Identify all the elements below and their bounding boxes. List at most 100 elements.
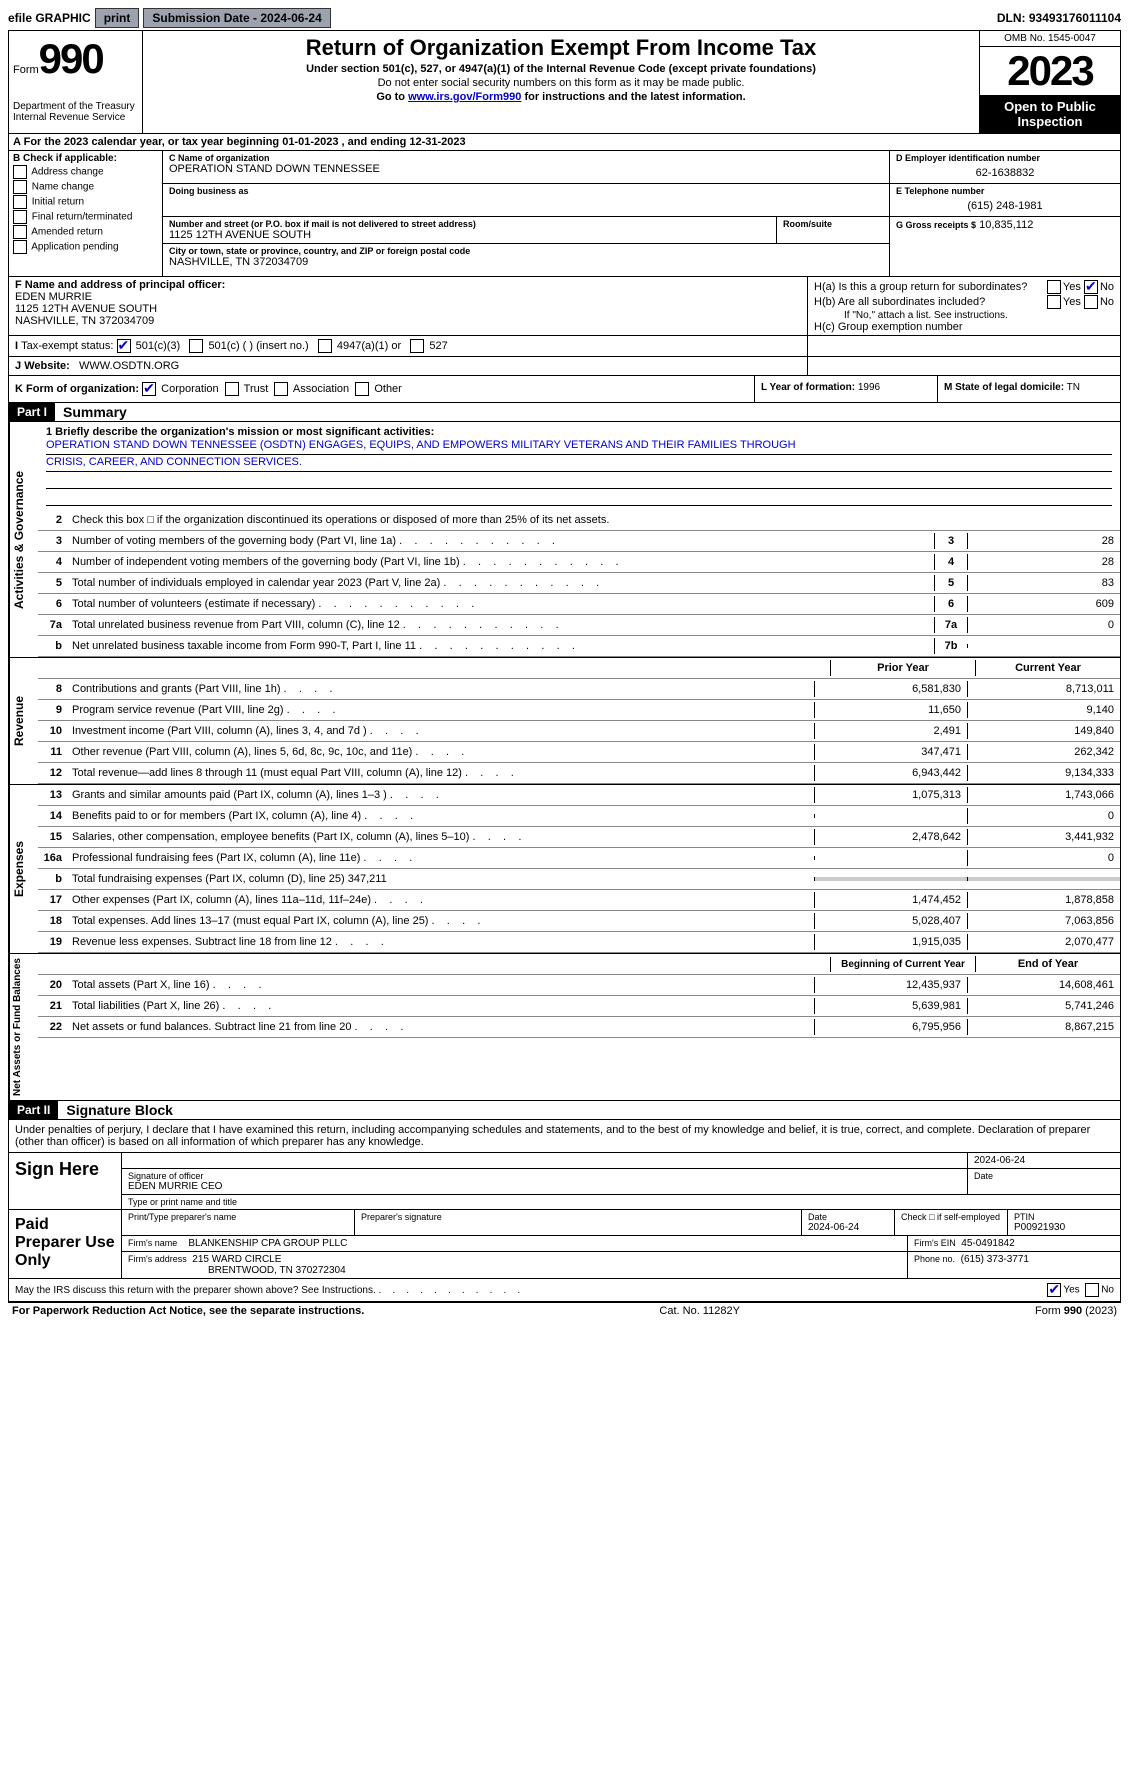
ptin-val: P00921930 (1014, 1222, 1114, 1233)
summary-line: 10Investment income (Part VIII, column (… (38, 721, 1120, 742)
summary-line: 5Total number of individuals employed in… (38, 573, 1120, 594)
firm-ein: 45-0491842 (961, 1238, 1014, 1249)
col-f: F Name and address of principal officer:… (9, 277, 808, 335)
hb-lbl: H(b) Are all subordinates included? (814, 296, 985, 308)
firm-name-lbl: Firm's name (128, 1238, 177, 1248)
part2-title: Signature Block (58, 1102, 173, 1118)
summary-line: 4Number of independent voting members of… (38, 552, 1120, 573)
opt-initial-return[interactable]: Initial return (13, 195, 158, 209)
exp-section: Expenses 13Grants and similar amounts pa… (8, 785, 1121, 954)
hb-no[interactable] (1084, 295, 1098, 309)
footer-right: Form 990 (2023) (1035, 1305, 1117, 1317)
rev-tab: Revenue (9, 658, 38, 784)
irs-link[interactable]: www.irs.gov/Form990 (408, 91, 521, 103)
l-val: 1996 (858, 382, 880, 393)
summary-line: 19Revenue less expenses. Subtract line 1… (38, 932, 1120, 953)
prep-sig-lbl: Preparer's signature (355, 1210, 802, 1235)
d-ein-lbl: D Employer identification number (896, 153, 1114, 163)
goto-post: for instructions and the latest informat… (521, 91, 745, 103)
paid-prep-lbl: Paid Preparer Use Only (9, 1210, 122, 1278)
k-assoc[interactable] (274, 382, 288, 396)
form-number: 990 (39, 35, 103, 82)
sig-officer: EDEN MURRIE CEO (128, 1181, 961, 1192)
firm-phone: (615) 373-3771 (961, 1254, 1029, 1265)
submission-date-button[interactable]: Submission Date - 2024-06-24 (143, 8, 330, 28)
opt-name-change[interactable]: Name change (13, 180, 158, 194)
k-lbl: K Form of organization: (15, 383, 139, 395)
mission-lbl: 1 Briefly describe the organization's mi… (46, 426, 434, 438)
ag-tab: Activities & Governance (9, 422, 38, 657)
opt-amended-return[interactable]: Amended return (13, 225, 158, 239)
summary-line: 3Number of voting members of the governi… (38, 531, 1120, 552)
tax-year: 2023 (980, 47, 1120, 95)
subtitle-2: Do not enter social security numbers on … (147, 77, 975, 89)
prep-date-lbl: Date (808, 1212, 888, 1222)
summary-line: 12Total revenue—add lines 8 through 11 (… (38, 763, 1120, 784)
sig-type-lbl: Type or print name and title (122, 1195, 1120, 1209)
firm-addr2: BRENTWOOD, TN 370272304 (128, 1265, 901, 1276)
m-val: TN (1067, 382, 1080, 393)
opt-final-return[interactable]: Final return/terminated (13, 210, 158, 224)
end-year-hdr: End of Year (975, 956, 1120, 972)
ag-section: Activities & Governance 1 Briefly descri… (8, 422, 1121, 658)
k-trust[interactable] (225, 382, 239, 396)
omb-label: OMB No. 1545-0047 (980, 31, 1120, 47)
opt-address-change[interactable]: Address change (13, 165, 158, 179)
hb-note: If "No," attach a list. See instructions… (814, 310, 1114, 321)
firm-addr1: 215 WARD CIRCLE (192, 1254, 281, 1265)
signature-block: Under penalties of perjury, I declare th… (8, 1120, 1121, 1302)
prep-date: 2024-06-24 (808, 1222, 888, 1233)
opt-app-pending[interactable]: Application pending (13, 240, 158, 254)
col-d: D Employer identification number 62-1638… (890, 151, 1120, 276)
c-dba-lbl: Doing business as (169, 186, 883, 196)
sig-officer-lbl: Signature of officer (128, 1171, 961, 1181)
c-room-lbl: Room/suite (783, 219, 883, 229)
footer-mid: Cat. No. 11282Y (659, 1305, 740, 1317)
ha-yes[interactable] (1047, 280, 1061, 294)
rev-section: Revenue Prior Year Current Year 8Contrib… (8, 658, 1121, 785)
discuss-no[interactable] (1085, 1283, 1099, 1297)
c-name-lbl: C Name of organization (169, 153, 883, 163)
summary-line: 2Check this box □ if the organization di… (38, 510, 1120, 531)
footer: For Paperwork Reduction Act Notice, see … (8, 1302, 1121, 1319)
col-b: B Check if applicable: Address change Na… (9, 151, 163, 276)
dln-label: DLN: 93493176011104 (997, 11, 1121, 25)
l-lbl: L Year of formation: (761, 382, 855, 393)
c-city: NASHVILLE, TN 372034709 (169, 256, 883, 268)
form-word: Form (13, 64, 39, 76)
firm-name: BLANKENSHIP CPA GROUP PLLC (188, 1238, 347, 1249)
summary-line: 16aProfessional fundraising fees (Part I… (38, 848, 1120, 869)
discuss-yes[interactable] (1047, 1283, 1061, 1297)
i-501c3[interactable] (117, 339, 131, 353)
hb-yes[interactable] (1047, 295, 1061, 309)
col-h: H(a) Is this a group return for subordin… (808, 277, 1120, 335)
summary-line: 20Total assets (Part X, line 16)12,435,9… (38, 975, 1120, 996)
row-i: I Tax-exempt status: 501(c)(3) 501(c) ( … (8, 336, 1121, 357)
mission-line1: OPERATION STAND DOWN TENNESSEE (OSDTN) E… (46, 438, 1112, 455)
row-j: J Website: WWW.OSDTN.ORG (8, 357, 1121, 376)
exp-tab: Expenses (9, 785, 38, 953)
f-addr1: 1125 12TH AVENUE SOUTH (15, 303, 801, 315)
summary-line: bNet unrelated business taxable income f… (38, 636, 1120, 657)
sig-date-lbl: Date (968, 1169, 1120, 1194)
part1-hdr: Part I (9, 403, 55, 421)
i-4947[interactable] (318, 339, 332, 353)
d-ein: 62-1638832 (896, 167, 1114, 179)
row-k: K Form of organization: Corporation Trus… (8, 376, 1121, 403)
i-527[interactable] (410, 339, 424, 353)
efile-label: efile GRAPHIC (8, 11, 91, 25)
firm-addr-lbl: Firm's address (128, 1254, 187, 1264)
ha-no[interactable] (1084, 280, 1098, 294)
i-501c[interactable] (189, 339, 203, 353)
prep-check-lbl: Check □ if self-employed (895, 1210, 1008, 1235)
summary-line: 9Program service revenue (Part VIII, lin… (38, 700, 1120, 721)
print-button[interactable]: print (95, 8, 140, 28)
j-val: WWW.OSDTN.ORG (79, 360, 179, 372)
subtitle-1: Under section 501(c), 527, or 4947(a)(1)… (147, 63, 975, 75)
mission-line2: CRISIS, CAREER, AND CONNECTION SERVICES. (46, 455, 1112, 472)
c-addr: 1125 12TH AVENUE SOUTH (169, 229, 770, 241)
k-other[interactable] (355, 382, 369, 396)
k-corp[interactable] (142, 382, 156, 396)
d-tel: (615) 248-1981 (896, 200, 1114, 212)
summary-line: 22Net assets or fund balances. Subtract … (38, 1017, 1120, 1038)
